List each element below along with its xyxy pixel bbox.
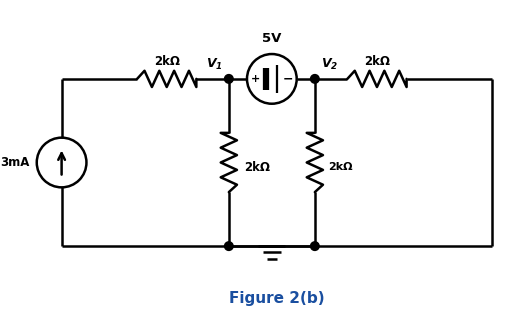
Text: 2kΩ: 2kΩ <box>154 55 180 68</box>
Text: 5V: 5V <box>262 32 281 46</box>
Text: 2kΩ: 2kΩ <box>244 161 270 174</box>
Text: 3mA: 3mA <box>0 156 30 169</box>
Text: −: − <box>283 72 293 85</box>
Circle shape <box>311 242 319 251</box>
Circle shape <box>311 74 319 83</box>
Text: Figure 2(b): Figure 2(b) <box>229 291 325 306</box>
Circle shape <box>225 74 233 83</box>
Text: $\bfit{V_2}$: $\bfit{V_2}$ <box>320 57 338 72</box>
Text: $\bfit{V_1}$: $\bfit{V_1}$ <box>206 57 223 72</box>
Text: 2kΩ: 2kΩ <box>364 55 390 68</box>
Text: 2kΩ: 2kΩ <box>328 162 353 172</box>
Circle shape <box>225 242 233 251</box>
Text: +: + <box>251 74 260 84</box>
